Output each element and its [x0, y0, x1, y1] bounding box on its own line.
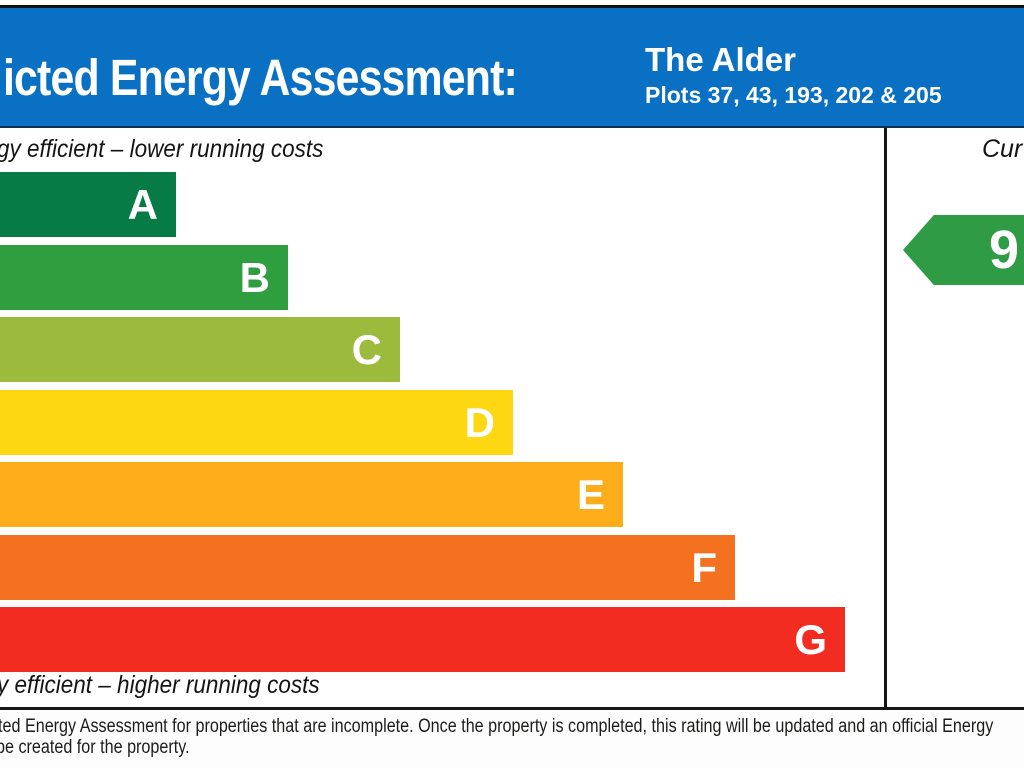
rating-bar-letter: F: [691, 543, 717, 591]
panel-divider-line: [884, 128, 887, 709]
rating-bar-f: F: [0, 535, 735, 600]
rating-bar-a: A: [0, 172, 176, 237]
rating-bar-d: D: [0, 390, 513, 455]
footnote-line-2: be created for the property.: [0, 737, 190, 758]
rating-bar-letter: G: [794, 615, 827, 663]
development-name: The Alder: [645, 41, 796, 78]
rating-bar-letter: B: [239, 253, 270, 301]
rating-bar-b: B: [0, 245, 288, 310]
current-column-heading: Cur: [982, 135, 1023, 163]
rating-bar-letter: D: [464, 398, 495, 446]
top-border-line: [0, 5, 1024, 8]
current-rating-value: 9: [989, 220, 1020, 280]
efficiency-low-label: y efficient – higher running costs: [0, 671, 320, 699]
header-bottom-edge: [0, 126, 1024, 128]
plots-list: Plots 37, 43, 193, 202 & 205: [645, 82, 942, 108]
footer-divider-line: [0, 707, 1024, 710]
rating-bar-g: G: [0, 607, 845, 672]
footnote: ted Energy Assessment for properties tha…: [0, 710, 1024, 768]
rating-bar-letter: E: [576, 470, 605, 518]
rating-bar-letter: A: [127, 180, 158, 228]
efficiency-high-label: gy efficient – lower running costs: [0, 135, 324, 163]
footnote-line-1: ted Energy Assessment for properties tha…: [0, 716, 994, 737]
rating-bar-c: C: [0, 317, 400, 382]
rating-bar-letter: C: [351, 325, 382, 373]
rating-bar-e: E: [0, 462, 623, 527]
page-title: icted Energy Assessment:: [3, 49, 518, 106]
header: icted Energy Assessment: The Alder Plots…: [0, 8, 1024, 126]
